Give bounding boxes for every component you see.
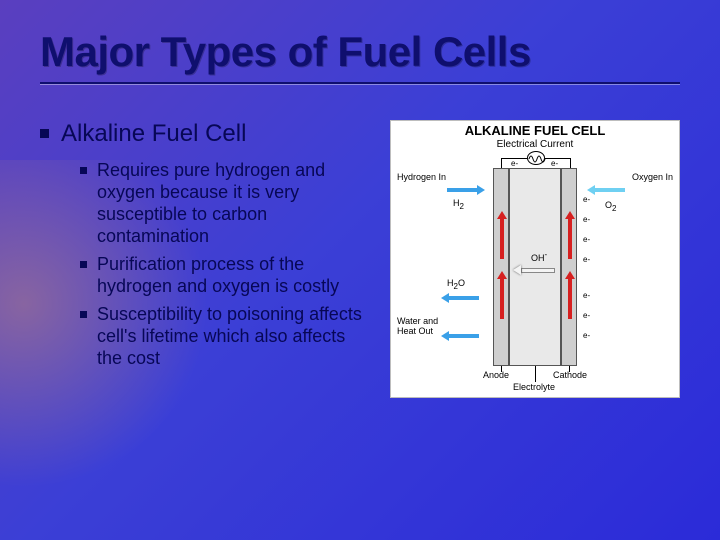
square-bullet-icon: [80, 261, 87, 268]
h2o-out-arrow-icon: [441, 293, 479, 303]
diagram-subtitle: Electrical Current: [391, 139, 679, 150]
electron-label: e-: [583, 215, 590, 224]
water-heat-out-arrow-icon: [441, 331, 479, 341]
square-bullet-icon: [80, 167, 87, 174]
wire: [570, 158, 571, 168]
page-title: Major Types of Fuel Cells: [40, 28, 680, 76]
square-bullet-icon: [40, 129, 49, 138]
h2o-o: O: [458, 278, 465, 288]
electron-label: e-: [583, 291, 590, 300]
electron-label: e-: [583, 255, 590, 264]
figure-column: ALKALINE FUEL CELL Electrical Current e-…: [390, 120, 680, 398]
bullet-text: Requires pure hydrogen and oxygen becaus…: [97, 160, 370, 248]
h2-sub: 2: [460, 202, 464, 211]
oxygen-in-arrow-icon: [587, 185, 625, 195]
slide: Major Types of Fuel Cells Alkaline Fuel …: [0, 0, 720, 540]
hydrogen-in-label: Hydrogen In: [397, 173, 446, 183]
electron-label: e-: [583, 331, 590, 340]
wire: [501, 158, 502, 168]
cathode-label: Cathode: [553, 371, 587, 381]
list-item: Requires pure hydrogen and oxygen becaus…: [80, 160, 370, 248]
h2o-label: H2O: [447, 279, 465, 292]
square-bullet-icon: [80, 311, 87, 318]
oh-text: OH: [531, 253, 545, 263]
cathode-electrode: [561, 168, 577, 366]
tick: [535, 366, 536, 382]
o2-sub: 2: [612, 204, 616, 213]
title-divider: [40, 82, 680, 84]
anode-up-arrow-icon: [497, 271, 507, 319]
o2-label: O2: [605, 201, 616, 214]
electron-label: e-: [583, 235, 590, 244]
anode-label: Anode: [483, 371, 509, 381]
text-column: Alkaline Fuel Cell Requires pure hydroge…: [40, 120, 370, 398]
oh-arrow-icon: [513, 265, 555, 275]
anode-electrode: [493, 168, 509, 366]
electron-label: e-: [583, 311, 590, 320]
h2-label: H2: [453, 199, 464, 212]
cathode-up-arrow-icon: [565, 271, 575, 319]
electrolyte-label: Electrolyte: [513, 383, 555, 393]
load-symbol-icon: [527, 151, 545, 165]
fuel-cell-diagram: ALKALINE FUEL CELL Electrical Current e-…: [390, 120, 680, 398]
bullet-text: Susceptibility to poisoning affects cell…: [97, 304, 370, 370]
subtitle-text: Alkaline Fuel Cell: [61, 120, 246, 148]
tick: [569, 366, 570, 372]
bullet-list: Requires pure hydrogen and oxygen becaus…: [80, 160, 370, 370]
bullet-text: Purification process of the hydrogen and…: [97, 254, 370, 298]
list-item: Purification process of the hydrogen and…: [80, 254, 370, 298]
anode-up-arrow-icon: [497, 211, 507, 259]
diagram-title: ALKALINE FUEL CELL: [391, 123, 679, 138]
cathode-up-arrow-icon: [565, 211, 575, 259]
electron-label: e-: [511, 159, 518, 168]
electron-label: e-: [583, 195, 590, 204]
water-heat-out-label: Water and Heat Out: [397, 317, 438, 337]
oxygen-in-label: Oxygen In: [632, 173, 673, 183]
electron-label: e-: [551, 159, 558, 168]
content-row: Alkaline Fuel Cell Requires pure hydroge…: [40, 120, 680, 398]
hydrogen-in-arrow-icon: [447, 185, 485, 195]
oh-label: OH-: [531, 251, 547, 264]
tick: [501, 366, 502, 372]
o2-text: O: [605, 200, 612, 210]
oh-sup: -: [545, 250, 548, 259]
subtitle-item: Alkaline Fuel Cell: [40, 120, 370, 148]
list-item: Susceptibility to poisoning affects cell…: [80, 304, 370, 370]
